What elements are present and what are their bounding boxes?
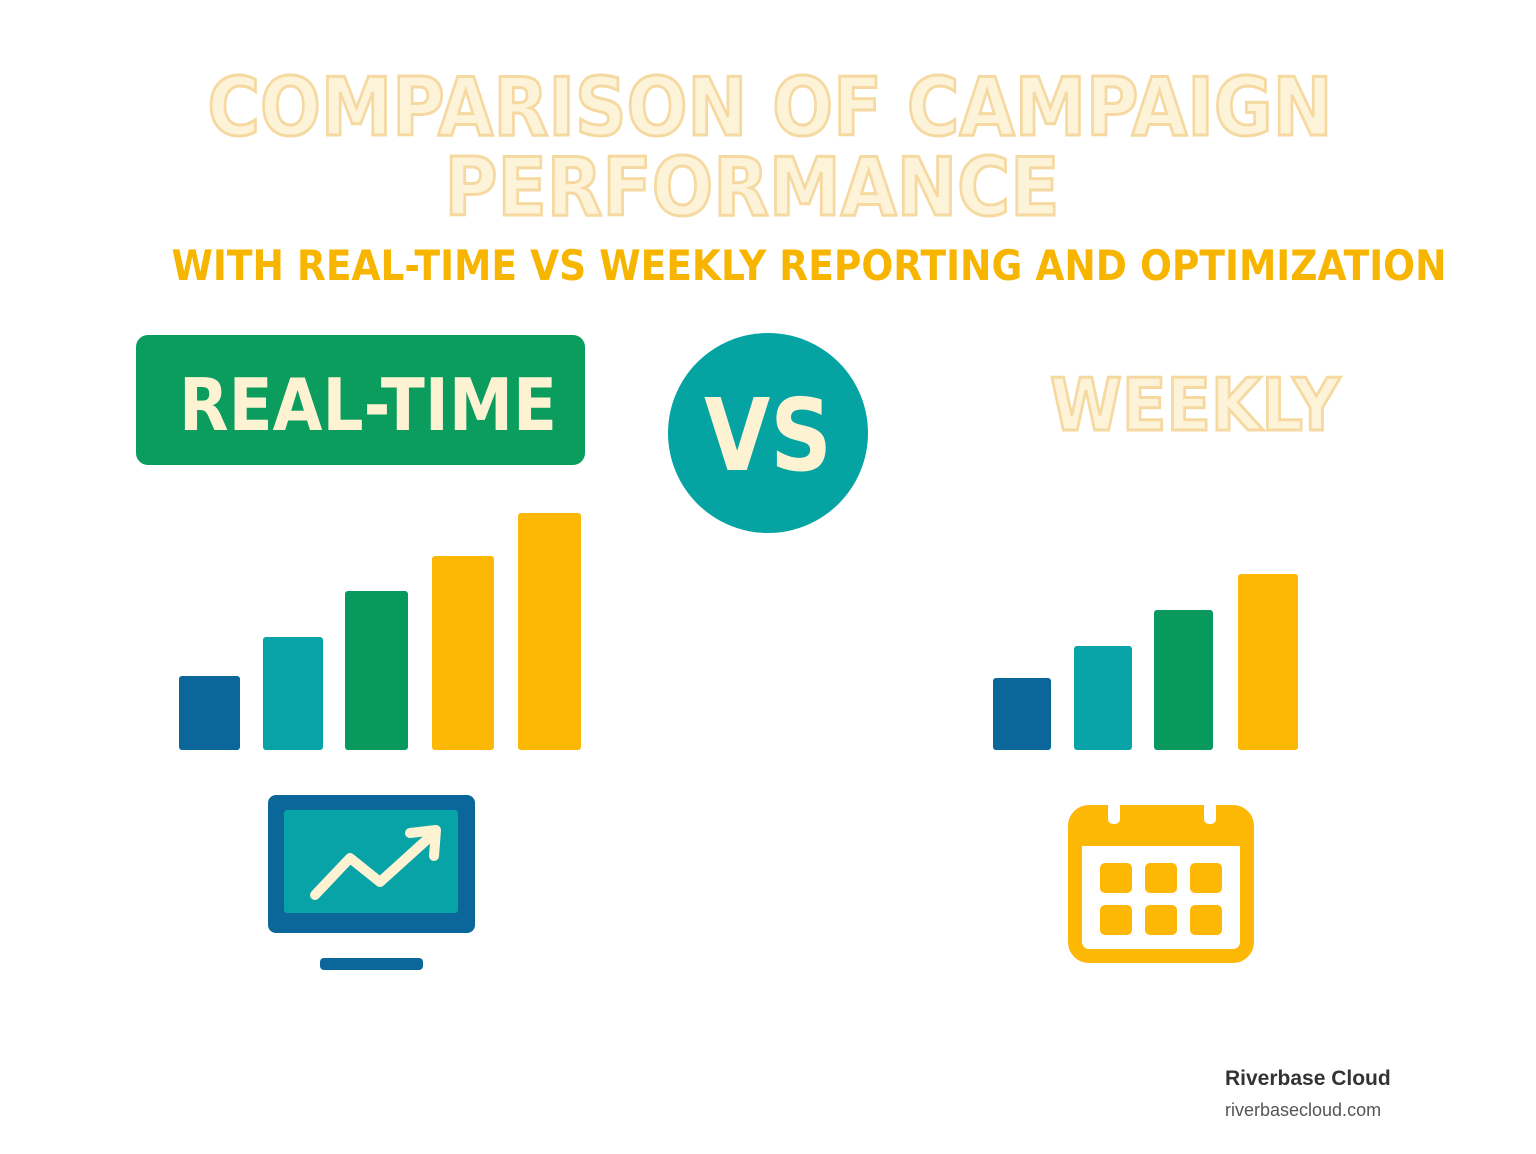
left-label: REAL-TIME bbox=[179, 363, 557, 447]
right-label: WEEKLY bbox=[1050, 363, 1341, 447]
title-line: PERFORMANCE bbox=[445, 141, 1060, 234]
monitor-icon bbox=[268, 795, 475, 970]
vs-circle bbox=[668, 333, 868, 533]
url: riverbasecloud.com bbox=[1225, 1100, 1381, 1120]
vs-label: VS bbox=[704, 377, 832, 494]
label-box bbox=[136, 335, 585, 465]
title-line: COMPARISON OF CAMPAIGN bbox=[208, 61, 1333, 154]
calendar-icon bbox=[1068, 800, 1254, 963]
bar-illustration bbox=[993, 574, 1298, 750]
bar-illustration bbox=[179, 513, 581, 750]
brand: Riverbase Cloud bbox=[1225, 1067, 1391, 1090]
subtitle: WITH REAL-TIME VS WEEKLY REPORTING AND O… bbox=[172, 241, 1447, 290]
